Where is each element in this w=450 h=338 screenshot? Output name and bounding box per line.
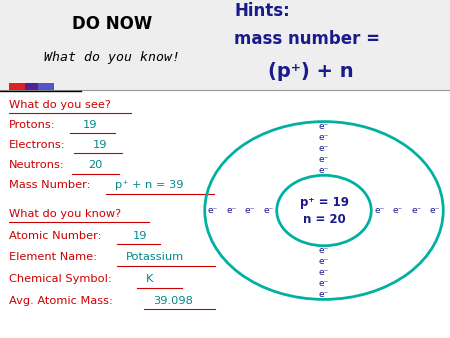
Text: (p⁺) + n: (p⁺) + n: [268, 62, 353, 81]
Text: e⁻: e⁻: [319, 257, 329, 266]
Text: e⁻: e⁻: [319, 144, 329, 153]
Text: What do you know!: What do you know!: [45, 51, 180, 64]
Text: Electrons:: Electrons:: [9, 140, 66, 150]
Text: Hints:: Hints:: [234, 2, 290, 20]
Text: p⁺ = 19: p⁺ = 19: [300, 196, 348, 209]
Text: 19: 19: [133, 231, 147, 241]
Text: e⁻: e⁻: [374, 206, 385, 215]
Text: e⁻: e⁻: [319, 268, 329, 277]
Text: What do you know?: What do you know?: [9, 209, 121, 219]
Text: mass number =: mass number =: [234, 30, 380, 48]
Text: 19: 19: [83, 120, 98, 130]
Text: Protons:: Protons:: [9, 120, 56, 130]
Text: DO NOW: DO NOW: [72, 15, 153, 33]
Text: 20: 20: [88, 160, 102, 170]
Text: e⁻: e⁻: [245, 206, 255, 215]
Bar: [9, 83, 38, 90]
Text: e⁻: e⁻: [319, 133, 329, 142]
Text: Avg. Atomic Mass:: Avg. Atomic Mass:: [9, 296, 113, 306]
Text: Mass Number:: Mass Number:: [9, 180, 90, 190]
Text: Chemical Symbol:: Chemical Symbol:: [9, 274, 112, 284]
Text: e⁻: e⁻: [319, 122, 329, 131]
Text: e⁻: e⁻: [319, 290, 329, 299]
Text: K: K: [146, 274, 153, 284]
Text: 39.098: 39.098: [153, 296, 193, 306]
Text: e⁻: e⁻: [263, 206, 274, 215]
Text: e⁻: e⁻: [430, 206, 441, 215]
Text: e⁻: e⁻: [319, 166, 329, 175]
Text: e⁻: e⁻: [411, 206, 422, 215]
Text: e⁻: e⁻: [319, 155, 329, 164]
Text: Potassium: Potassium: [126, 252, 184, 263]
Text: e⁻: e⁻: [319, 246, 329, 255]
Text: e⁻: e⁻: [393, 206, 403, 215]
Text: e⁻: e⁻: [226, 206, 237, 215]
Bar: [0, 90, 450, 338]
Text: e⁻: e⁻: [319, 279, 329, 288]
Text: What do you see?: What do you see?: [9, 100, 111, 110]
Text: Element Name:: Element Name:: [9, 252, 97, 263]
Text: n = 20: n = 20: [302, 213, 346, 226]
Text: Neutrons:: Neutrons:: [9, 160, 65, 170]
Bar: [0, 2, 450, 90]
Text: e⁻: e⁻: [207, 206, 218, 215]
Bar: [25, 83, 54, 90]
Text: p⁺ + n = 39: p⁺ + n = 39: [115, 180, 183, 190]
Text: 19: 19: [92, 140, 107, 150]
Text: Atomic Number:: Atomic Number:: [9, 231, 102, 241]
